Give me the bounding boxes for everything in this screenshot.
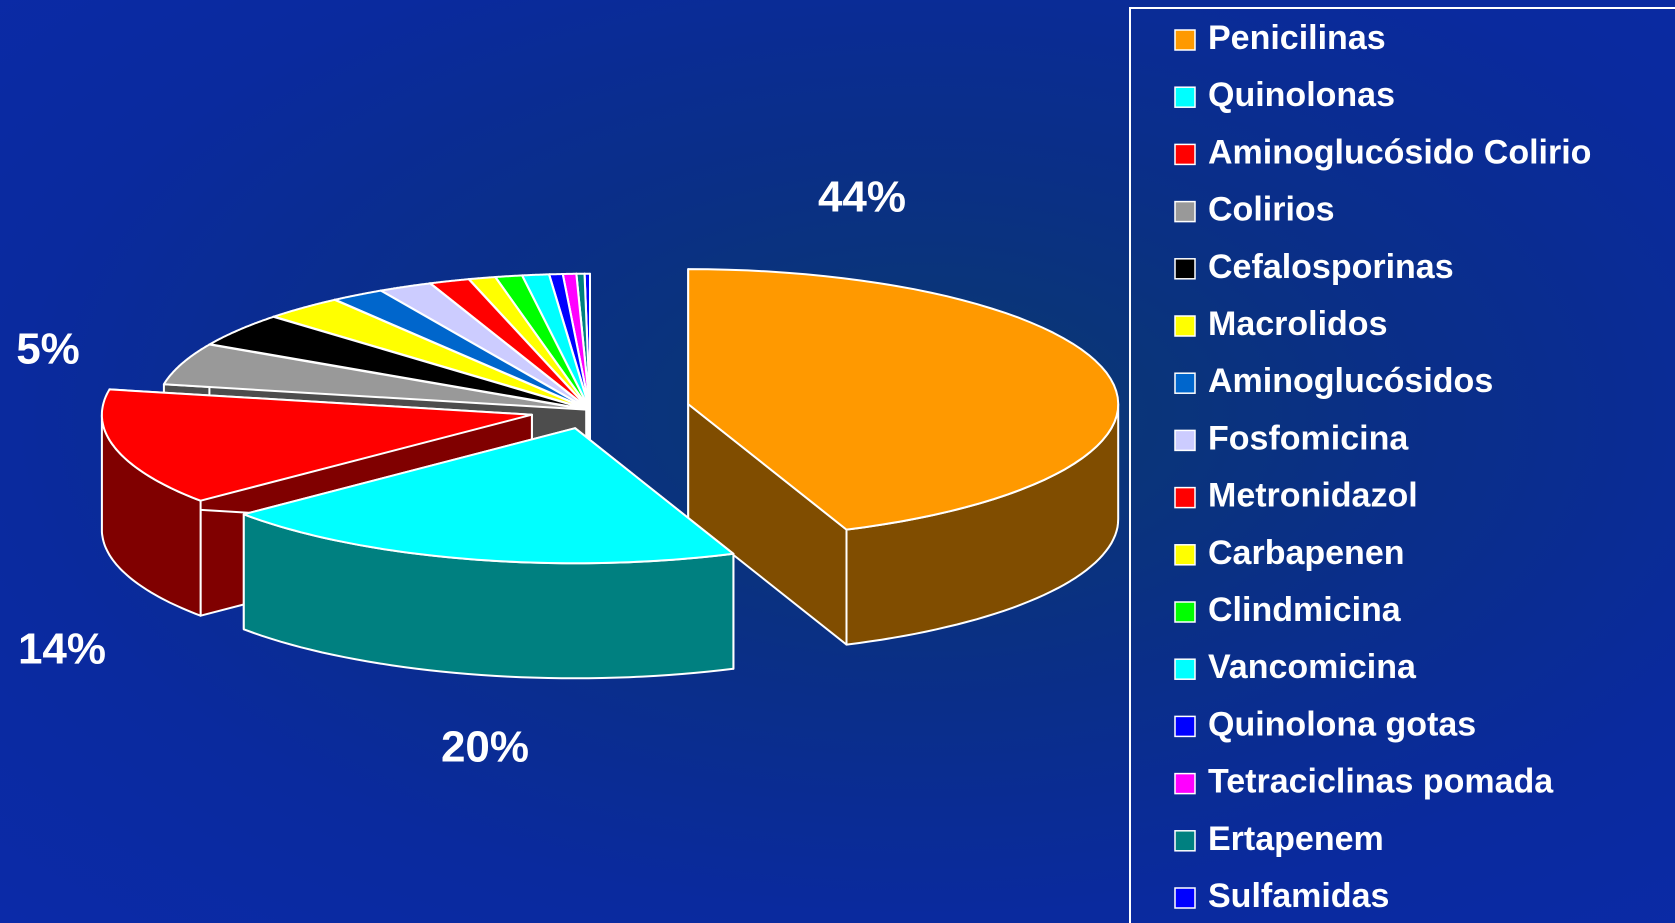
legend-swatch — [1174, 544, 1196, 566]
legend-label: Sulfamidas — [1208, 877, 1389, 915]
slice-top — [209, 315, 588, 411]
legend: Penicilinas Quinolonas Aminoglucósido Coli… — [1174, 19, 1591, 915]
legend-label: Macrolidos — [1208, 305, 1387, 343]
legend-label: Ertapenem — [1208, 820, 1384, 858]
legend-label: Quinolona gotas — [1208, 705, 1476, 743]
legend-label: Aminoglucósidos — [1208, 362, 1493, 400]
slice-top — [687, 268, 1120, 531]
pie — [100, 268, 1120, 680]
legend-label: Metronidazol — [1208, 477, 1418, 515]
slice-top — [429, 278, 590, 410]
slice-top — [162, 343, 588, 411]
legend-label: Aminoglucósido Colirio — [1208, 133, 1591, 171]
legend-swatch — [1174, 830, 1196, 852]
legend-swatch — [1174, 143, 1196, 166]
legend-swatch — [1174, 372, 1196, 394]
legend-label: Penicilinas — [1208, 19, 1386, 57]
pie-slice — [687, 268, 1120, 646]
legend-swatch — [1174, 200, 1196, 223]
legend-swatch — [1174, 658, 1196, 680]
legend-swatch — [1174, 315, 1196, 337]
legend-label: Fosfomicina — [1208, 419, 1409, 457]
data-label: 14% — [18, 625, 106, 674]
pie-slice — [242, 427, 735, 680]
legend-label: Colirios — [1208, 191, 1335, 229]
data-label: 20% — [441, 723, 529, 772]
legend-box — [1129, 7, 1675, 923]
data-label: 44% — [818, 173, 906, 222]
legend-label: Carbapenen — [1208, 534, 1405, 572]
slice-top — [100, 388, 533, 502]
legend-label: Clindmicina — [1208, 591, 1402, 629]
legend-label: Cefalosporinas — [1208, 248, 1454, 286]
legend-swatch — [1174, 601, 1196, 623]
legend-swatch — [1174, 715, 1196, 738]
slice-top — [272, 298, 589, 411]
legend-swatch — [1174, 887, 1196, 909]
legend-label: Vancomicina — [1208, 648, 1417, 686]
legend-swatch — [1174, 429, 1196, 452]
legend-swatch — [1174, 86, 1196, 108]
slice-top — [334, 289, 589, 410]
slice-top — [380, 282, 590, 410]
legend-swatch — [1174, 486, 1196, 509]
legend-label: Quinolonas — [1208, 76, 1395, 114]
data-label: 5% — [16, 325, 80, 374]
legend-swatch — [1174, 29, 1196, 51]
legend-swatch — [1174, 772, 1196, 795]
legend-swatch — [1174, 258, 1196, 280]
legend-label: Tetraciclinas pomada — [1208, 763, 1554, 801]
slice-top — [242, 427, 735, 565]
